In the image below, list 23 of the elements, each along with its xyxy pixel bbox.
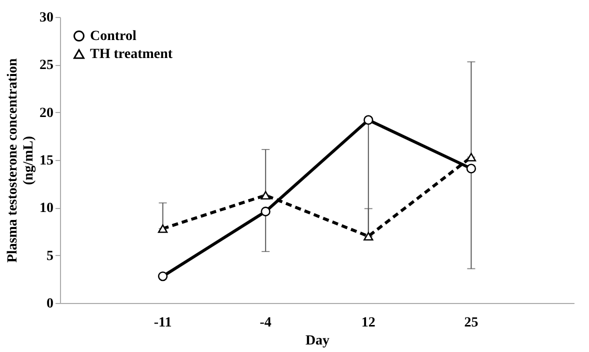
y-tick-label: 30 [40, 10, 54, 26]
y-tick-label: 15 [40, 154, 54, 168]
x-tick-label: 12 [361, 316, 376, 330]
x-tick-label: -11 [154, 316, 172, 330]
y-tick-label: 25 [40, 58, 54, 74]
point [466, 164, 476, 174]
point [466, 152, 476, 162]
y-axis-title: Plasma testosterone concentration (ng/mL) [6, 58, 36, 263]
y-tick-label: 10 [40, 201, 54, 216]
y-tick-label: 5 [46, 248, 54, 264]
point [364, 115, 374, 125]
x-tick-label: 25 [464, 316, 478, 330]
y-tick-label: 0 [46, 296, 54, 312]
legend-label: TH treatment [90, 47, 173, 62]
x-axis-title: Day [305, 334, 330, 348]
y-tick-label: 20 [40, 106, 54, 121]
point [260, 191, 270, 200]
point [260, 206, 270, 216]
legend-label: Control [90, 29, 137, 44]
x-tick-label: -4 [260, 316, 272, 330]
point [158, 224, 168, 233]
point [158, 271, 168, 282]
point [364, 232, 374, 241]
